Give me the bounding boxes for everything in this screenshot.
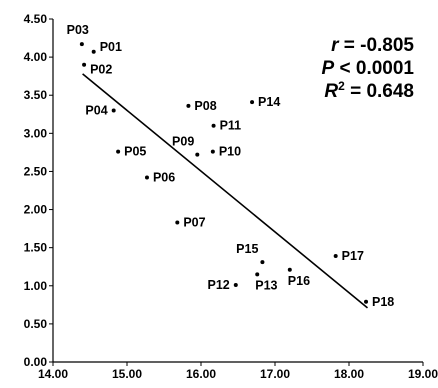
r2-symbol: R: [324, 81, 338, 102]
r-symbol: r: [331, 35, 340, 56]
y-tick-label: 2.00: [24, 203, 48, 217]
data-point-p08: [186, 103, 191, 108]
point-label-p02: P02: [90, 63, 112, 77]
point-label-p15: P15: [236, 242, 258, 256]
y-axis-ticks: 0.00 0.50 1.00 1.50 2.00 2.50 3.00 3.50 4.00 4.50: [24, 12, 53, 369]
point-label-p16: P16: [288, 274, 310, 288]
r2-annotation: R2 = 0.648: [324, 79, 414, 102]
data-point-p07: [175, 220, 180, 225]
y-tick-label: 0.50: [24, 317, 48, 331]
point-label-p06: P06: [153, 171, 175, 185]
x-tick-label: 18.00: [334, 367, 364, 381]
r-value: = -0.805: [338, 35, 414, 56]
data-point-p10: [210, 149, 215, 154]
data-point-p09: [195, 152, 200, 157]
data-point-p01: [91, 49, 96, 54]
r2-superscript: 2: [338, 79, 345, 93]
point-label-p08: P08: [194, 99, 216, 113]
r-annotation: r = -0.805: [331, 35, 414, 56]
y-tick-label: 3.50: [24, 88, 48, 102]
x-axis-ticks: 14.00 15.00 16.00 17.00 18.00 19.00: [38, 362, 438, 381]
point-label-p13: P13: [255, 278, 277, 292]
point-label-p18: P18: [372, 295, 394, 309]
data-point-p16: [287, 267, 292, 272]
point-label-p11: P11: [220, 119, 242, 133]
point-label-p10: P10: [219, 145, 241, 159]
data-point-p15: [260, 260, 265, 265]
x-tick-label: 19.00: [408, 367, 438, 381]
data-point-p14: [250, 100, 255, 105]
x-tick-label: 15.00: [112, 367, 142, 381]
data-point-p12: [233, 283, 238, 288]
y-tick-label: 1.00: [24, 279, 48, 293]
point-label-p17: P17: [342, 249, 364, 263]
point-label-p03: P03: [67, 23, 89, 37]
data-point-p13: [255, 272, 260, 277]
data-point-p05: [116, 149, 121, 154]
data-point-p03: [79, 42, 84, 47]
y-tick-label: 3.00: [24, 126, 48, 140]
point-label-p05: P05: [124, 145, 146, 159]
x-tick-label: 14.00: [38, 367, 68, 381]
point-label-p04: P04: [85, 103, 107, 117]
point-label-p12: P12: [208, 278, 230, 292]
y-tick-label: 2.50: [24, 164, 48, 178]
data-points: P03 P01 P02 P04 P05 P06 P07 P08 P09 P10 P11 P12 P13 P…: [67, 23, 395, 309]
y-tick-label: 0.00: [24, 355, 48, 369]
data-point-p17: [333, 254, 338, 259]
data-point-p04: [111, 108, 116, 113]
point-label-p09: P09: [172, 135, 194, 149]
p-value: < 0.0001: [334, 58, 414, 79]
point-label-p07: P07: [183, 216, 205, 230]
p-annotation: P < 0.0001: [322, 58, 415, 79]
x-tick-label: 17.00: [260, 367, 290, 381]
r2-value: = 0.648: [345, 81, 414, 102]
x-tick-label: 16.00: [186, 367, 216, 381]
y-tick-label: 4.00: [24, 50, 48, 64]
p-symbol: P: [322, 58, 335, 79]
y-tick-label: 1.50: [24, 241, 48, 255]
data-point-p02: [82, 62, 87, 67]
data-point-p11: [211, 123, 216, 128]
point-label-p14: P14: [258, 95, 280, 109]
data-point-p18: [364, 299, 369, 304]
trendline: [82, 73, 369, 309]
y-tick-label: 4.50: [24, 12, 48, 26]
point-label-p01: P01: [100, 40, 122, 54]
data-point-p06: [144, 175, 149, 180]
